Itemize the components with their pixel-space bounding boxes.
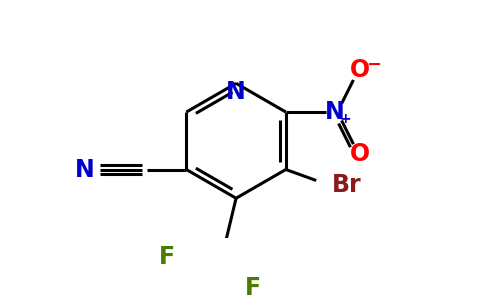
Text: Br: Br	[332, 173, 361, 197]
Text: N: N	[76, 158, 95, 182]
Text: F: F	[245, 276, 261, 300]
Text: O: O	[350, 142, 370, 166]
Text: O: O	[350, 58, 370, 82]
Text: +: +	[339, 112, 351, 126]
Text: N: N	[325, 100, 345, 124]
Text: F: F	[159, 245, 175, 269]
Text: N: N	[226, 80, 246, 104]
Text: −: −	[366, 56, 381, 74]
